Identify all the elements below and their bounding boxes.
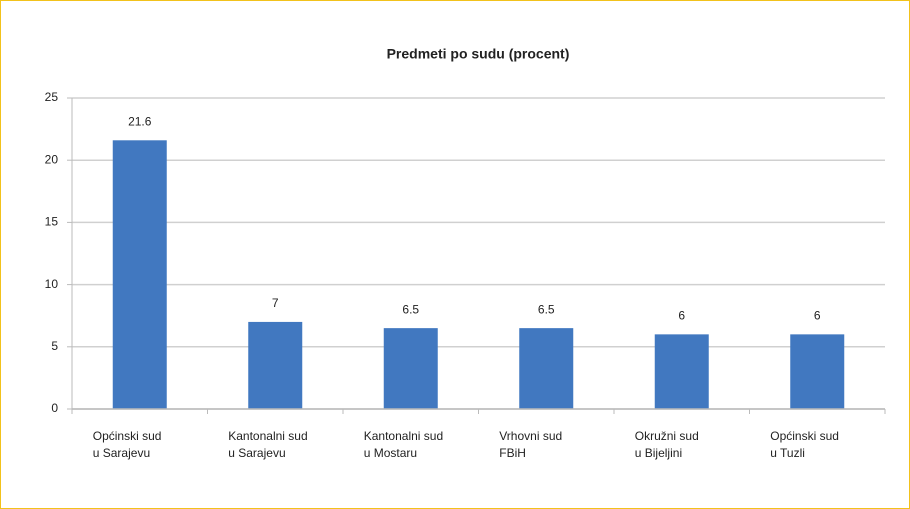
y-tick-label: 0 — [51, 401, 58, 415]
x-tick-label: u Sarajevu — [93, 446, 150, 460]
data-label: 7 — [272, 296, 279, 310]
x-tick-label: FBiH — [499, 446, 526, 460]
x-tick-label: u Bijeljini — [635, 446, 682, 460]
y-tick-label: 25 — [45, 90, 59, 104]
bar — [383, 328, 438, 409]
x-tick-label: u Sarajevu — [228, 446, 285, 460]
y-tick-label: 15 — [45, 215, 59, 229]
y-tick-label: 10 — [45, 277, 59, 291]
x-tick-label: u Mostaru — [364, 446, 417, 460]
bar — [654, 334, 709, 409]
data-label: 6.5 — [402, 302, 419, 316]
data-label: 6 — [678, 309, 685, 323]
data-label: 6 — [814, 309, 821, 323]
x-tick-label: Okružni sud — [635, 429, 699, 443]
bar — [790, 334, 845, 409]
bar — [248, 321, 303, 409]
x-tick-label: Vrhovni sud — [499, 429, 562, 443]
x-tick-label: Općinski sud — [770, 429, 839, 443]
y-tick-label: 5 — [51, 339, 58, 353]
bar — [112, 140, 167, 409]
x-tick-label: Kantonalni sud — [364, 429, 443, 443]
chart-title: Predmeti po sudu (procent) — [387, 46, 570, 62]
x-tick-label: Kantonalni sud — [228, 429, 307, 443]
data-label: 21.6 — [128, 114, 152, 128]
bar — [519, 328, 574, 409]
x-tick-label: Općinski sud — [93, 429, 162, 443]
data-label: 6.5 — [538, 302, 555, 316]
y-tick-label: 20 — [45, 152, 59, 166]
x-tick-label: u Tuzli — [770, 446, 805, 460]
